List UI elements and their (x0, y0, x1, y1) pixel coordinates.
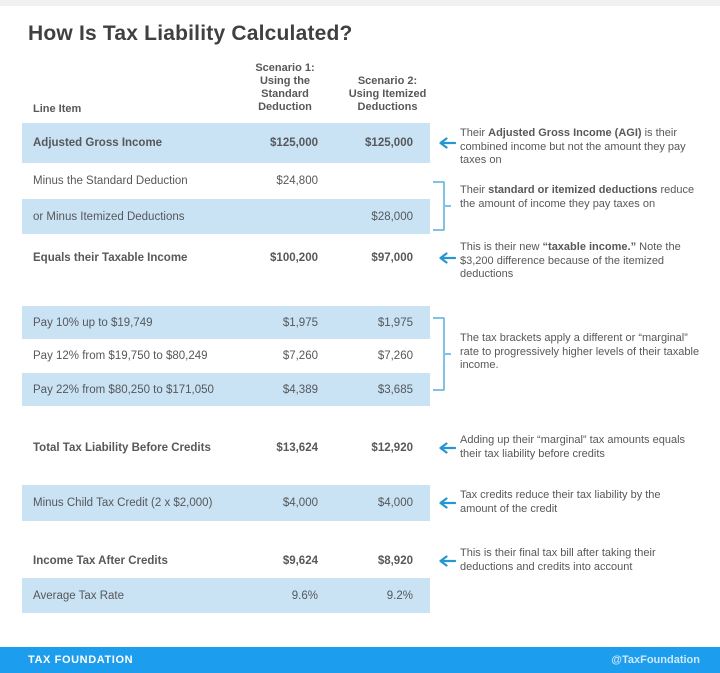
column-header-scenario-2: Scenario 2: Using Itemized Deductions (348, 75, 427, 113)
brand-name: TAX FOUNDATION (28, 654, 134, 666)
note-text-part: reduce the amount of income they pay tax… (460, 184, 695, 210)
left-arrow-icon (439, 555, 456, 567)
annotation-taxable-income: This is their new “taxable income.” Note… (460, 241, 700, 282)
row-value-scenario-1: $4,000 (282, 497, 318, 509)
row-label: Minus Child Tax Credit (2 x $2,000) (33, 497, 213, 509)
brace-bracket-icon (433, 181, 451, 231)
row-label: Equals their Taxable Income (33, 252, 188, 264)
left-arrow-icon (439, 137, 456, 149)
row-value-scenario-2: $125,000 (365, 137, 413, 149)
table-row: Total Tax Liability Before Credits $13,6… (22, 431, 430, 465)
row-value-scenario-2: $1,975 (377, 316, 413, 329)
row-label: Minus the Standard Deduction (33, 175, 188, 187)
row-value-scenario-1: $9,624 (282, 555, 318, 567)
annotation-final-tax-bill: This is their final tax bill after takin… (460, 547, 700, 574)
row-value-scenario-1: $1,975 (282, 316, 318, 329)
row-label: Income Tax After Credits (33, 555, 168, 567)
row-value-scenario-1: $100,200 (270, 252, 318, 264)
row-label: Pay 22% from $80,250 to $171,050 (33, 383, 214, 396)
row-value-scenario-2: $12,920 (371, 442, 413, 454)
row-value-scenario-2: $97,000 (371, 252, 413, 264)
row-label: Pay 12% from $19,750 to $80,249 (33, 350, 208, 362)
note-text-part: Adding up their “marginal” tax amounts e… (460, 434, 686, 460)
brace-bracket-icon (433, 317, 451, 391)
note-text-part: This is their final tax bill after takin… (460, 547, 656, 573)
note-text-bold: “taxable income.” (542, 241, 637, 253)
table-row: Equals their Taxable Income $100,200 $97… (22, 240, 430, 276)
annotation-tax-brackets: The tax brackets apply a different or “m… (460, 332, 700, 373)
note-text-part: The tax brackets apply a different or “m… (460, 332, 700, 371)
left-arrow-icon (439, 497, 456, 509)
row-label: Total Tax Liability Before Credits (33, 442, 211, 454)
row-label: Adjusted Gross Income (33, 137, 163, 149)
page-title: How Is Tax Liability Calculated? (28, 22, 353, 45)
row-label: Average Tax Rate (33, 589, 124, 602)
note-text-part: Tax credits reduce their tax liability b… (460, 489, 661, 515)
row-value-scenario-2: $3,685 (377, 383, 413, 396)
table-row: Pay 22% from $80,250 to $171,050 $4,389 … (22, 373, 430, 406)
note-text-bold: Adjusted Gross Income (AGI) (488, 127, 642, 139)
note-text-part: Their (460, 127, 489, 139)
table-row: Average Tax Rate 9.6% 9.2% (22, 578, 430, 613)
row-value-scenario-1: $13,624 (276, 442, 318, 454)
table-row: or Minus Itemized Deductions $28,000 (22, 199, 430, 234)
row-value-scenario-1: $125,000 (270, 137, 318, 149)
table-row: Pay 10% up to $19,749 $1,975 $1,975 (22, 306, 430, 339)
column-header-scenario-1: Scenario 1: Using the Standard Deduction (255, 62, 315, 113)
row-value-scenario-1: $24,800 (276, 175, 318, 187)
row-label: Pay 10% up to $19,749 (33, 316, 153, 329)
row-value-scenario-2: $8,920 (377, 555, 413, 567)
footer-bar: TAX FOUNDATION @TaxFoundation (0, 647, 720, 673)
row-value-scenario-1: $4,389 (282, 383, 318, 396)
table-row: Adjusted Gross Income $125,000 $125,000 (22, 123, 430, 163)
row-value-scenario-2: $4,000 (377, 497, 413, 509)
note-text-part: Note the $3,200 difference because of th… (460, 241, 681, 280)
note-text-bold: standard or itemized deductions (488, 184, 658, 196)
left-arrow-icon (439, 442, 456, 454)
note-text-part: Their (460, 184, 489, 196)
row-value-scenario-1: 9.6% (291, 589, 318, 602)
row-value-scenario-2: 9.2% (386, 589, 413, 602)
table-row: Minus the Standard Deduction $24,800 (22, 163, 430, 199)
note-text-part: This is their new (460, 241, 543, 253)
row-value-scenario-2: $28,000 (371, 210, 413, 223)
table-row: Income Tax After Credits $9,624 $8,920 (22, 544, 430, 578)
row-label: or Minus Itemized Deductions (33, 210, 185, 223)
annotation-deductions: Their standard or itemized deductions re… (460, 184, 700, 211)
note-text-part: is their combined income but not the amo… (460, 127, 686, 166)
table-row: Pay 12% from $19,750 to $80,249 $7,260 $… (22, 339, 430, 373)
twitter-handle: @TaxFoundation (611, 654, 700, 666)
column-header-line-item: Line Item (33, 103, 82, 115)
annotation-liability-before-credits: Adding up their “marginal” tax amounts e… (460, 434, 700, 461)
annotation-tax-credits: Tax credits reduce their tax liability b… (460, 489, 700, 516)
top-border (0, 0, 720, 6)
left-arrow-icon (439, 252, 456, 264)
row-value-scenario-2: $7,260 (377, 350, 413, 362)
annotation-agi: Their Adjusted Gross Income (AGI) is the… (460, 127, 700, 168)
row-value-scenario-1: $7,260 (282, 350, 318, 362)
table-row: Minus Child Tax Credit (2 x $2,000) $4,0… (22, 485, 430, 521)
